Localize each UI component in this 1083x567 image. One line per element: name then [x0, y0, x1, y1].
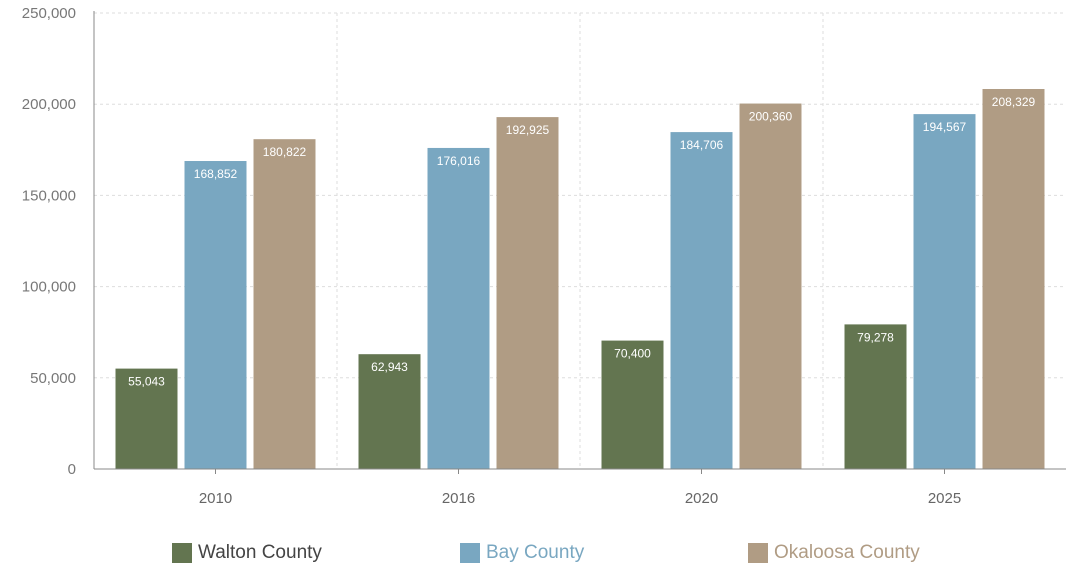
- x-tick-label: 2020: [685, 490, 718, 507]
- bars-layer: [115, 89, 1045, 470]
- chart-legend: Walton County Bay County Okaloosa County: [0, 537, 1083, 567]
- labels-layer: 0 50,000 100,000 150,000 200,000 250,000 55,04…: [22, 5, 1036, 507]
- bar-data-label: 62,943: [371, 360, 408, 374]
- bar: [982, 89, 1045, 469]
- bar: [358, 354, 421, 469]
- bar: [115, 368, 178, 469]
- axis-layer: [93, 11, 1066, 474]
- bar-data-label: 176,016: [437, 154, 481, 168]
- bar: [739, 103, 802, 469]
- x-tick-label: 2010: [199, 490, 232, 507]
- y-tick-label: 150,000: [22, 187, 76, 204]
- bar-data-label: 208,329: [992, 95, 1036, 109]
- legend-item[interactable]: Okaloosa County: [748, 541, 920, 565]
- bar: [184, 161, 247, 469]
- legend-label: Okaloosa County: [774, 542, 920, 563]
- y-tick-label: 50,000: [30, 370, 76, 387]
- bar-chart: 0 50,000 100,000 150,000 200,000 250,000 55,04…: [22, 5, 1066, 507]
- legend-label: Bay County: [486, 542, 585, 563]
- bar: [601, 340, 664, 469]
- bar-data-label: 79,278: [857, 330, 894, 344]
- bar-data-label: 184,706: [680, 138, 724, 152]
- x-tick-label: 2025: [928, 490, 961, 507]
- bar-data-label: 180,822: [263, 145, 307, 159]
- bar: [253, 139, 316, 470]
- bar: [427, 147, 490, 469]
- y-tick-label: 100,000: [22, 279, 76, 296]
- bar-data-label: 55,043: [128, 375, 165, 389]
- x-tick-label: 2016: [442, 490, 475, 507]
- legend-swatch: [460, 543, 480, 563]
- bar: [844, 324, 907, 469]
- y-tick-label: 200,000: [22, 96, 76, 113]
- y-tick-label: 0: [68, 461, 76, 478]
- legend-swatch: [748, 543, 768, 563]
- bar-data-label: 192,925: [506, 123, 550, 137]
- legend-label: Walton County: [198, 542, 322, 563]
- bar-data-label: 70,400: [614, 347, 651, 361]
- bar-data-label: 200,360: [749, 110, 793, 124]
- bar: [496, 117, 559, 469]
- bar: [913, 114, 976, 469]
- bar-data-label: 168,852: [194, 167, 238, 181]
- y-tick-label: 250,000: [22, 5, 76, 22]
- legend-item[interactable]: Bay County: [460, 541, 584, 565]
- bar: [670, 132, 733, 469]
- bar-data-label: 194,567: [923, 120, 967, 134]
- legend-swatch: [172, 543, 192, 563]
- legend-item[interactable]: Walton County: [172, 541, 322, 565]
